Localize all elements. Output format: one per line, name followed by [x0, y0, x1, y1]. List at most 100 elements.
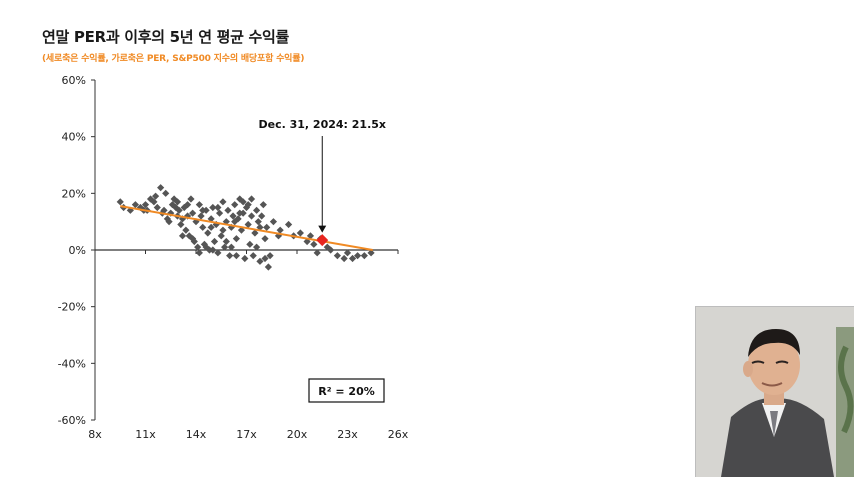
scatter-point — [251, 229, 259, 237]
scatter-point — [264, 263, 272, 271]
scatter-point — [232, 252, 240, 260]
r2-label: R² = 20% — [318, 385, 375, 398]
scatter-point — [214, 249, 222, 257]
x-tick-label: 11x — [135, 428, 156, 441]
scatter-point — [247, 195, 256, 203]
scatter-point — [247, 212, 256, 220]
presenter-image — [696, 307, 854, 477]
scatter-point — [306, 232, 315, 240]
scatter-point — [348, 254, 357, 263]
scatter-point — [157, 184, 165, 192]
chart-subtitle: (세로축은 수익률, 가로축은 PER, S&P500 지수의 배당포함 수익률… — [42, 54, 305, 64]
scatter-point — [197, 212, 205, 220]
scatter-point — [178, 232, 187, 240]
scatter-point — [266, 252, 274, 260]
y-tick-label: 0% — [69, 244, 86, 257]
scatter-point — [241, 254, 249, 263]
scatter-point — [227, 243, 235, 251]
x-tick-label: 14x — [186, 428, 207, 441]
scatter-point — [259, 201, 267, 209]
x-tick-label: 26x — [388, 428, 409, 441]
scatter-point — [343, 249, 352, 257]
scatter-point — [199, 223, 207, 231]
scatter-point — [189, 209, 197, 217]
scatter-point — [236, 209, 244, 217]
scatter-point — [256, 257, 264, 265]
scatter-point — [160, 206, 168, 214]
x-tick-label: 8x — [88, 428, 102, 441]
scatter-point — [327, 246, 335, 254]
scatter-point — [131, 201, 139, 209]
scatter-point — [215, 209, 224, 217]
y-tick-label: -20% — [58, 301, 86, 314]
scatter-point — [173, 198, 182, 206]
x-tick-label: 20x — [287, 428, 308, 441]
scatter-point — [210, 237, 219, 246]
scatter-point — [261, 235, 269, 243]
scatter-point — [224, 206, 232, 214]
scatter-point — [244, 201, 252, 209]
scatter-point — [276, 226, 284, 234]
y-tick-label: 40% — [62, 131, 86, 144]
scatter-point — [296, 229, 304, 237]
scatter-point — [246, 240, 254, 248]
scatter-point — [263, 223, 271, 231]
scatter-point — [340, 254, 348, 263]
presenter-webcam — [695, 306, 854, 477]
chart-title: 연말 PER과 이후의 5년 연 평균 수익률 — [42, 28, 290, 46]
scatter-point — [195, 201, 203, 209]
scatter-point — [231, 201, 239, 209]
scatter-point — [226, 252, 234, 260]
scatter-point — [202, 243, 210, 251]
y-tick-label: 60% — [62, 74, 86, 87]
scatter-point — [162, 189, 170, 197]
trend-line — [120, 205, 373, 251]
scatter-point — [153, 203, 161, 212]
scatter-point — [313, 249, 321, 257]
scatter-point — [150, 198, 158, 206]
scatter-point — [254, 218, 262, 226]
y-tick-label: 20% — [62, 187, 86, 200]
annotation-arrowhead — [318, 225, 327, 233]
r2-box — [308, 378, 385, 403]
annotation-label: Dec. 31, 2024: 21.5x — [258, 118, 386, 131]
scatter-point — [209, 246, 217, 254]
scatter-point — [354, 252, 362, 260]
scatter-point — [310, 240, 318, 248]
scatter-point — [209, 203, 217, 212]
scatter-point — [222, 237, 230, 246]
scatter-point — [303, 237, 311, 246]
scatter-point — [232, 235, 240, 243]
scatter-point — [183, 201, 192, 209]
scatter-point — [187, 195, 195, 203]
scatter-point — [253, 206, 261, 214]
scatter-point — [253, 243, 261, 251]
scatter-point — [360, 252, 368, 260]
scatter-point — [219, 198, 227, 206]
scatter-point — [199, 206, 207, 214]
scatter-point — [175, 206, 183, 214]
scatter-point — [284, 220, 293, 229]
y-tick-label: -60% — [58, 414, 86, 427]
scatter-point — [141, 201, 150, 209]
scatter-point — [261, 254, 269, 263]
x-tick-label: 17x — [236, 428, 257, 441]
scatter-point — [367, 249, 375, 257]
scatter-point — [221, 243, 229, 251]
scatter-point — [195, 249, 203, 257]
scatter-point — [207, 223, 215, 231]
scatter-point — [239, 198, 247, 206]
scatter-point — [244, 220, 252, 229]
scatter-point — [116, 198, 124, 206]
scatter-point — [219, 226, 227, 234]
scatter-point — [182, 226, 190, 234]
scatter-point — [214, 203, 222, 212]
scatter-point — [323, 243, 331, 251]
scatter-point — [194, 243, 202, 251]
scatter-point — [231, 218, 239, 226]
scatter-point — [152, 192, 160, 200]
scatter-point — [177, 220, 185, 229]
scatter-point — [333, 252, 341, 260]
scatter-point — [204, 229, 212, 237]
